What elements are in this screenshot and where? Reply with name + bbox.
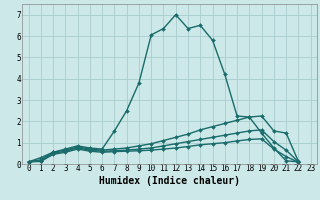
X-axis label: Humidex (Indice chaleur): Humidex (Indice chaleur) xyxy=(99,176,240,186)
